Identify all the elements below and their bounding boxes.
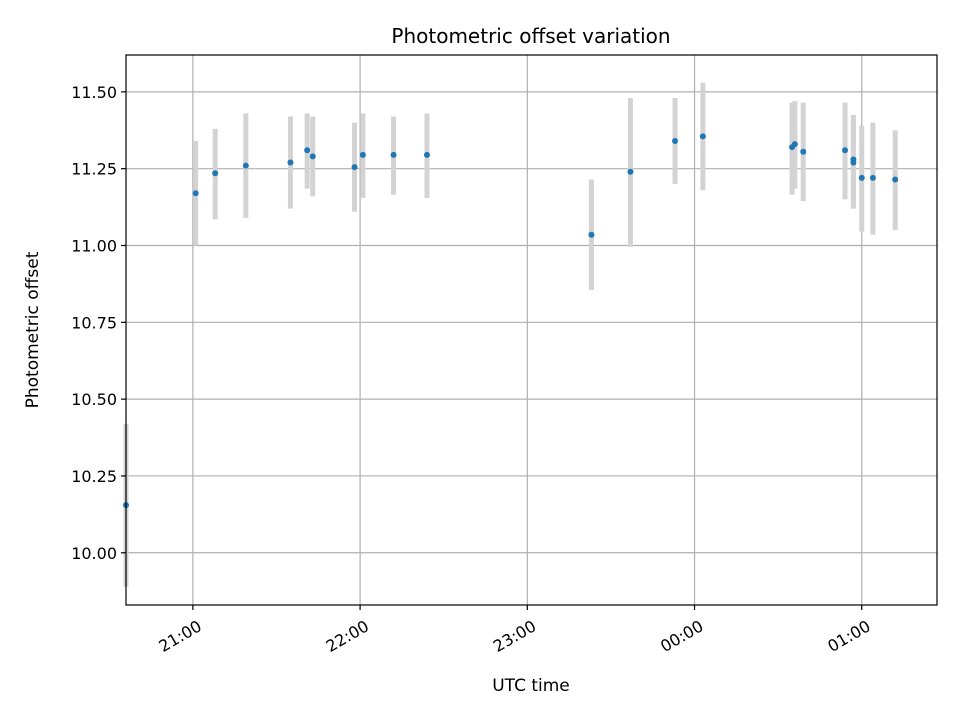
data-point — [351, 164, 358, 171]
data-point — [842, 147, 849, 154]
data-point — [627, 168, 634, 175]
data-points — [123, 133, 899, 509]
data-point — [672, 138, 679, 145]
data-point — [192, 190, 199, 197]
y-tick-label: 11.00 — [71, 237, 117, 256]
data-point — [800, 148, 807, 155]
data-point — [390, 151, 397, 158]
y-tick-label: 10.50 — [71, 390, 117, 409]
y-axis-ticks: 10.00 10.25 10.50 10.75 11.00 11.25 11.50 — [71, 83, 126, 563]
y-tick-label: 10.25 — [71, 467, 117, 486]
y-tick-label: 10.75 — [71, 313, 117, 332]
data-point — [242, 162, 249, 169]
plot-frame — [125, 54, 938, 606]
data-point — [304, 147, 311, 154]
y-tick-label: 11.25 — [71, 160, 117, 179]
data-point — [699, 133, 706, 140]
data-point — [858, 174, 865, 181]
data-point — [791, 141, 798, 148]
y-axis-label: Photometric offset — [23, 251, 43, 408]
data-point — [869, 174, 876, 181]
y-tick-label: 10.00 — [71, 544, 117, 563]
x-axis-label: UTC time — [492, 676, 570, 696]
data-point — [287, 159, 294, 166]
chart-title: Photometric offset variation — [391, 24, 670, 48]
data-point — [359, 151, 366, 158]
data-point — [212, 170, 219, 177]
data-point — [588, 231, 595, 238]
data-point — [892, 176, 899, 183]
data-point — [309, 153, 316, 160]
y-tick-label: 11.50 — [71, 83, 117, 102]
data-point — [423, 151, 430, 158]
data-point — [850, 159, 857, 166]
